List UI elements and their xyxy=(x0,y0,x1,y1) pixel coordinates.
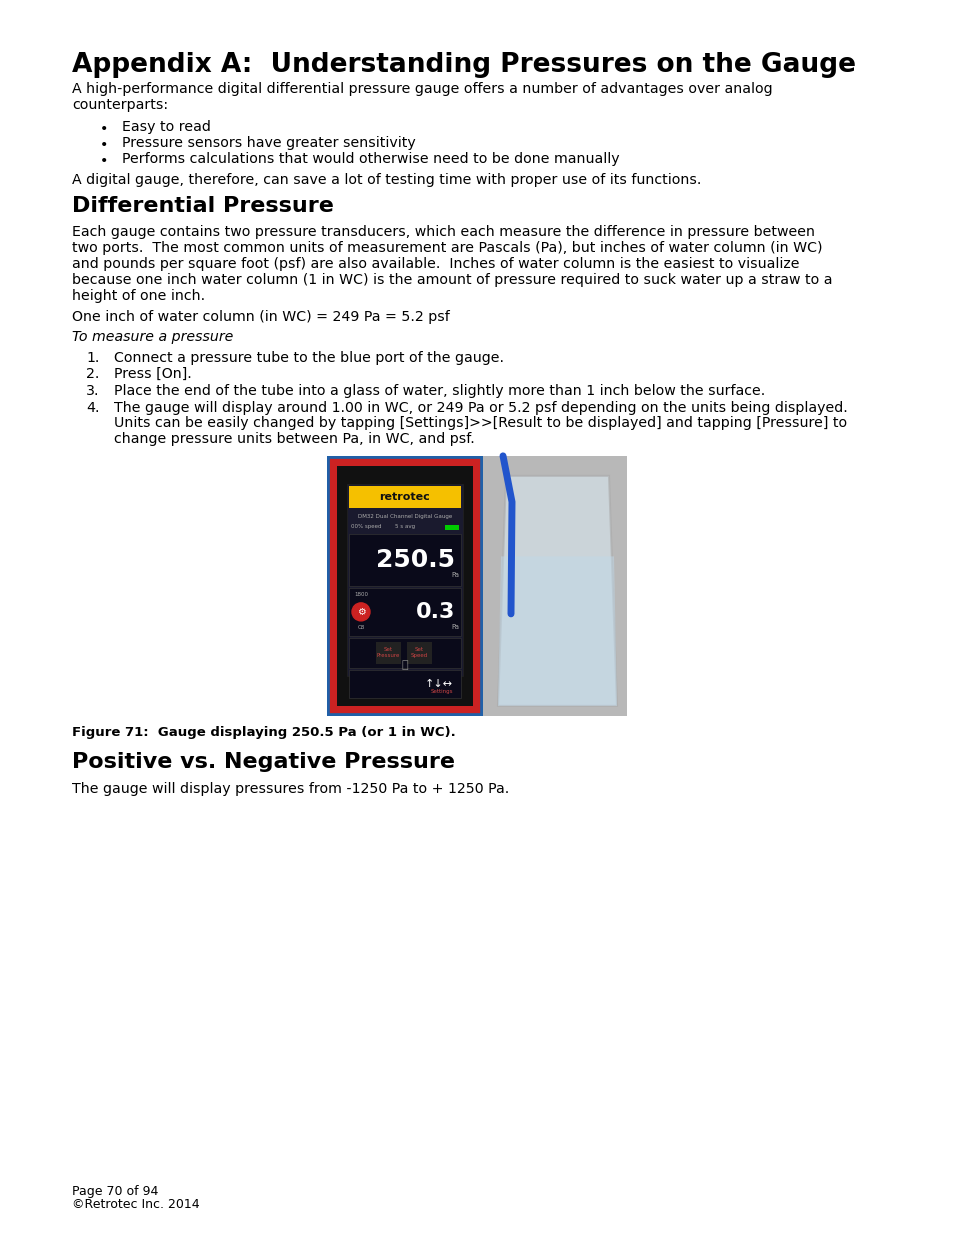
Text: Differential Pressure: Differential Pressure xyxy=(71,195,334,216)
Bar xyxy=(347,484,462,676)
Bar xyxy=(349,588,460,636)
Text: two ports.  The most common units of measurement are Pascals (Pa), but inches of: two ports. The most common units of meas… xyxy=(71,241,821,256)
Polygon shape xyxy=(497,556,617,706)
Text: Positive vs. Negative Pressure: Positive vs. Negative Pressure xyxy=(71,752,455,772)
Bar xyxy=(334,463,476,709)
Text: height of one inch.: height of one inch. xyxy=(71,289,205,303)
Text: 00% speed: 00% speed xyxy=(351,524,381,529)
Text: Performs calculations that would otherwise need to be done manually: Performs calculations that would otherwi… xyxy=(122,152,619,165)
Bar xyxy=(331,459,478,711)
Text: The gauge will display pressures from -1250 Pa to + 1250 Pa.: The gauge will display pressures from -1… xyxy=(71,782,509,797)
Text: •: • xyxy=(100,138,109,152)
Text: 0.3: 0.3 xyxy=(416,601,455,622)
Text: DM32 Dual Channel Digital Gauge: DM32 Dual Channel Digital Gauge xyxy=(357,514,452,519)
Text: 1.: 1. xyxy=(86,351,99,364)
Text: A digital gauge, therefore, can save a lot of testing time with proper use of it: A digital gauge, therefore, can save a l… xyxy=(71,173,700,188)
Text: •: • xyxy=(100,122,109,136)
Text: ⏻: ⏻ xyxy=(401,659,408,669)
Bar xyxy=(336,466,473,706)
Text: Appendix A:  Understanding Pressures on the Gauge: Appendix A: Understanding Pressures on t… xyxy=(71,52,855,78)
Text: One inch of water column (in WC) = 249 Pa = 5.2 psf: One inch of water column (in WC) = 249 P… xyxy=(71,310,449,324)
Text: Press [On].: Press [On]. xyxy=(113,367,192,382)
Text: Set
Speed: Set Speed xyxy=(410,647,427,658)
Text: and pounds per square foot (psf) are also available.  Inches of water column is : and pounds per square foot (psf) are als… xyxy=(71,257,799,270)
Text: Pa: Pa xyxy=(451,572,458,578)
Text: 250.5: 250.5 xyxy=(375,548,455,572)
Text: 3.: 3. xyxy=(86,384,99,398)
Text: The gauge will display around 1.00 in WC, or 249 Pa or 5.2 psf depending on the : The gauge will display around 1.00 in WC… xyxy=(113,400,847,415)
Text: ©Retrotec Inc. 2014: ©Retrotec Inc. 2014 xyxy=(71,1198,199,1210)
Text: To measure a pressure: To measure a pressure xyxy=(71,330,233,345)
Bar xyxy=(349,637,460,668)
Text: retrotec: retrotec xyxy=(379,492,430,501)
Text: ↑↓↔: ↑↓↔ xyxy=(424,679,453,689)
Text: 2.: 2. xyxy=(86,367,99,382)
Text: Units can be easily changed by tapping [Settings]>>[Result to be displayed] and : Units can be easily changed by tapping [… xyxy=(113,416,846,430)
Bar xyxy=(482,456,626,716)
Text: A high-performance digital differential pressure gauge offers a number of advant: A high-performance digital differential … xyxy=(71,83,772,96)
Text: Set
Pressure: Set Pressure xyxy=(375,647,399,658)
Text: C8: C8 xyxy=(357,625,364,630)
Polygon shape xyxy=(497,475,617,706)
Text: Figure 71:  Gauge displaying 250.5 Pa (or 1 in WC).: Figure 71: Gauge displaying 250.5 Pa (or… xyxy=(71,726,456,739)
Bar xyxy=(349,669,460,698)
Text: 4.: 4. xyxy=(86,400,99,415)
Text: Place the end of the tube into a glass of water, slightly more than 1 inch below: Place the end of the tube into a glass o… xyxy=(113,384,764,398)
Text: 1800: 1800 xyxy=(354,592,368,597)
Bar xyxy=(407,642,432,664)
Text: change pressure units between Pa, in WC, and psf.: change pressure units between Pa, in WC,… xyxy=(113,432,475,446)
Text: Settings: Settings xyxy=(430,689,453,694)
Text: counterparts:: counterparts: xyxy=(71,99,168,112)
Text: Each gauge contains two pressure transducers, which each measure the difference : Each gauge contains two pressure transdu… xyxy=(71,225,814,240)
Text: ⚙: ⚙ xyxy=(356,606,365,616)
Bar xyxy=(375,642,400,664)
Text: Connect a pressure tube to the blue port of the gauge.: Connect a pressure tube to the blue port… xyxy=(113,351,503,364)
Text: 5 s avg: 5 s avg xyxy=(395,524,415,529)
Bar xyxy=(444,525,458,530)
Text: Pressure sensors have greater sensitivity: Pressure sensors have greater sensitivit… xyxy=(122,136,416,151)
Bar xyxy=(349,534,460,585)
Circle shape xyxy=(352,603,370,621)
Text: Page 70 of 94: Page 70 of 94 xyxy=(71,1186,158,1198)
Bar xyxy=(349,485,460,508)
Text: because one inch water column (1 in WC) is the amount of pressure required to su: because one inch water column (1 in WC) … xyxy=(71,273,832,287)
Text: Pa: Pa xyxy=(451,624,458,630)
Bar xyxy=(327,456,482,716)
Text: •: • xyxy=(100,154,109,168)
Text: Easy to read: Easy to read xyxy=(122,120,211,135)
